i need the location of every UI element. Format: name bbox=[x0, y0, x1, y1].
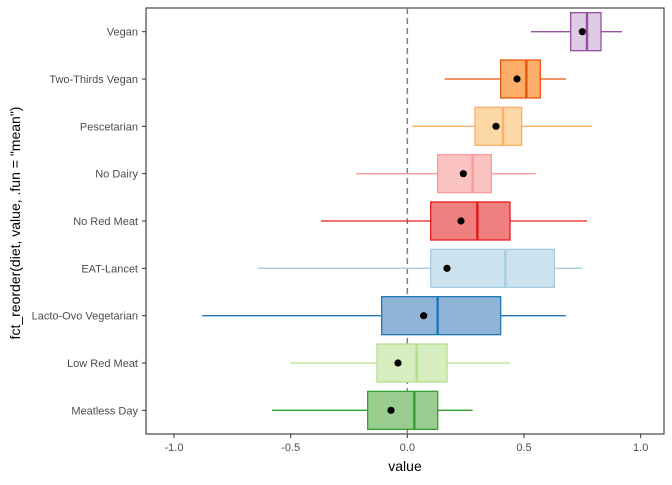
y-tick-label: EAT-Lancet bbox=[81, 263, 138, 275]
y-axis-title: fct_reorder(diet, value, .fun = "mean") bbox=[7, 107, 23, 340]
y-tick-label: No Red Meat bbox=[73, 216, 138, 228]
x-tick-label: 0.5 bbox=[516, 442, 531, 454]
box bbox=[430, 248, 555, 288]
box bbox=[376, 343, 448, 383]
plot-area: -1.0 -0.5 0.0 0.5 1.0 Vegan Two-Thirds Vegan Pe… bbox=[32, 7, 665, 454]
x-axis-title: value bbox=[388, 458, 422, 474]
mean-point bbox=[443, 264, 451, 272]
x-tick-label: -0.5 bbox=[281, 442, 300, 454]
box bbox=[381, 296, 502, 336]
mean-point bbox=[420, 312, 428, 320]
mean-point bbox=[387, 406, 395, 414]
x-tick-label: 1.0 bbox=[633, 442, 648, 454]
mean-point bbox=[394, 359, 402, 367]
y-tick-label: No Dairy bbox=[95, 169, 138, 181]
x-tick-label: 0.0 bbox=[400, 442, 415, 454]
mean-point bbox=[513, 75, 521, 83]
y-tick-label: Vegan bbox=[107, 27, 138, 39]
y-tick-label: Pescetarian bbox=[80, 121, 138, 133]
x-tick-label: -1.0 bbox=[165, 442, 184, 454]
mean-point bbox=[492, 122, 500, 130]
mean-point bbox=[459, 170, 467, 178]
box bbox=[367, 390, 439, 430]
y-tick-label: Meatless Day bbox=[71, 405, 138, 417]
y-tick-label: Two-Thirds Vegan bbox=[49, 74, 138, 86]
y-tick-label: Lacto-Ovo Vegetarian bbox=[32, 311, 138, 323]
mean-point bbox=[457, 217, 465, 225]
mean-point bbox=[578, 28, 586, 36]
y-tick-label: Low Red Meat bbox=[67, 358, 138, 370]
box bbox=[430, 201, 511, 241]
